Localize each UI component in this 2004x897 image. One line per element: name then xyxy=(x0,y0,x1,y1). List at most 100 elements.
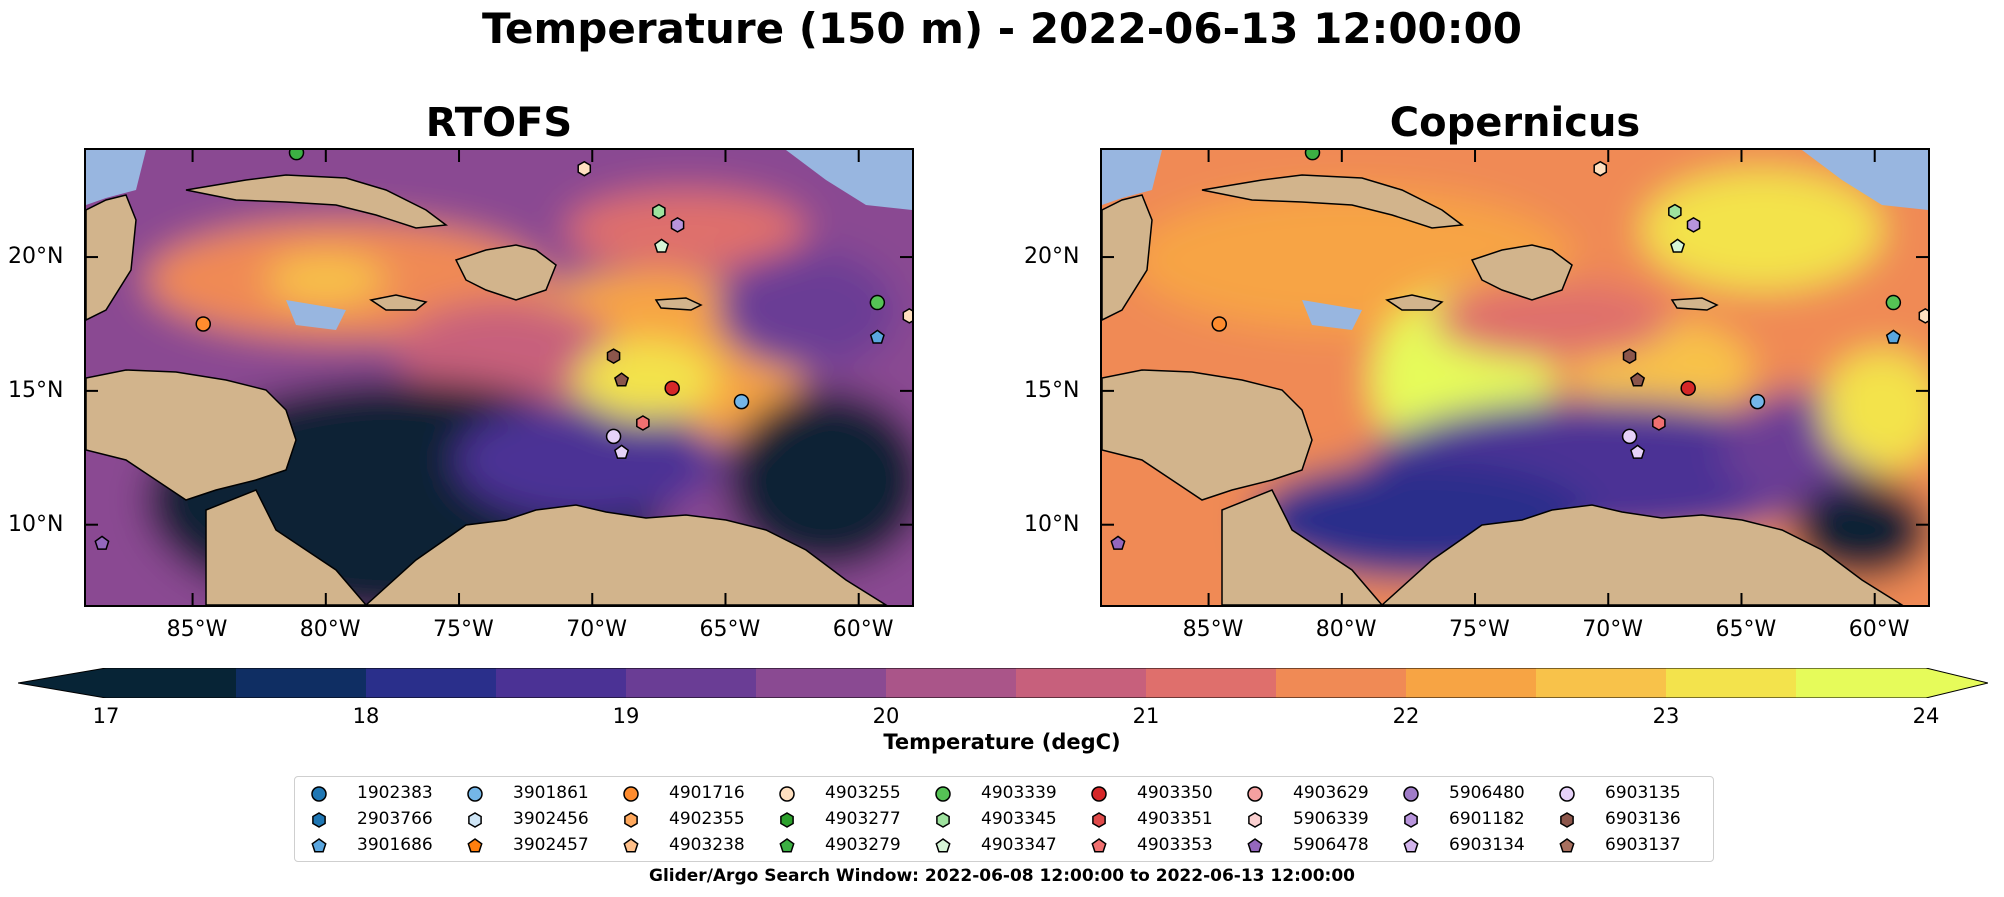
float-marker xyxy=(288,150,305,161)
lon-tick-label: 60°W xyxy=(1848,617,1910,642)
float-marker xyxy=(869,294,886,311)
float-marker xyxy=(869,329,885,344)
float-marker xyxy=(1630,372,1646,387)
legend-marker xyxy=(1248,812,1262,828)
legend-marker xyxy=(780,812,794,828)
colorbar-segment xyxy=(496,668,627,698)
legend-marker xyxy=(1404,812,1418,828)
legend-marker-icon xyxy=(468,812,482,828)
legend-marker xyxy=(936,812,950,828)
legend-marker-icon xyxy=(467,786,483,802)
lat-tick-label: 10°N xyxy=(1024,511,1080,537)
lon-tick-label: 85°W xyxy=(1182,617,1244,642)
map-rtofs xyxy=(84,148,914,607)
lat-tick-label: 15°N xyxy=(1024,377,1080,403)
float-marker xyxy=(1668,203,1682,220)
shallow-shelf xyxy=(1102,150,1928,330)
lon-tick-label: 75°W xyxy=(433,617,494,642)
grid-ticks xyxy=(86,150,912,605)
colorbar-tick-label: 21 xyxy=(1132,704,1160,728)
legend-marker-icon xyxy=(1559,838,1575,853)
legend-marker-icon xyxy=(623,838,639,853)
legend-marker-icon xyxy=(1248,812,1262,828)
map-copernicus xyxy=(1100,148,1930,607)
legend-marker-icon xyxy=(1559,786,1575,802)
legend-marker xyxy=(1559,838,1575,853)
legend-marker-icon xyxy=(1092,812,1106,828)
legend-marker xyxy=(1559,786,1575,802)
map-copernicus-canvas xyxy=(1102,150,1928,605)
float-marker xyxy=(614,444,630,459)
legend-marker xyxy=(467,786,483,802)
legend-marker-icon xyxy=(1091,838,1107,853)
legend-label: 4903345 xyxy=(981,809,1057,829)
float-marker xyxy=(1593,160,1608,177)
legend-marker-icon xyxy=(623,786,639,802)
colorbar-label: Temperature (degC) xyxy=(883,730,1121,754)
legend-marker-icon xyxy=(312,812,326,828)
colorbar-tick-label: 24 xyxy=(1912,704,1940,728)
colorbar-segment xyxy=(1406,668,1537,698)
grid-ticks xyxy=(1102,150,1928,605)
float-marker xyxy=(1918,308,1928,324)
lon-tick-label: 85°W xyxy=(166,617,228,642)
map-rtofs-canvas xyxy=(86,150,912,605)
float-marker xyxy=(1304,150,1321,161)
panel-title-copernicus: Copernicus xyxy=(1389,100,1641,146)
legend-marker xyxy=(312,812,326,828)
float-legend: 1902383 2903766 3901686 3901861 3902456 39024… xyxy=(294,776,1714,862)
legend-marker xyxy=(935,786,951,802)
lat-tick-label: 20°N xyxy=(1024,244,1080,270)
float-marker xyxy=(1621,428,1638,445)
legend-label: 4903350 xyxy=(1137,783,1213,803)
colorbar xyxy=(18,668,1988,698)
lon-tick-label: 60°W xyxy=(832,617,894,642)
float-marker xyxy=(614,372,630,387)
search-window-note: Glider/Argo Search Window: 2022-06-08 12… xyxy=(649,866,1355,886)
float-marker xyxy=(670,217,685,233)
legend-marker xyxy=(1247,786,1263,802)
figure-title: Temperature (150 m) - 2022-06-13 12:00:0… xyxy=(481,4,1523,53)
colorbar-segment xyxy=(1146,668,1277,698)
lon-tick-label: 70°W xyxy=(566,617,627,642)
legend-label: 4902355 xyxy=(669,809,745,829)
legend-marker xyxy=(1091,838,1107,853)
legend-marker-icon xyxy=(1247,786,1263,802)
legend-label: 4903629 xyxy=(1293,783,1369,803)
colorbar-extend-low xyxy=(18,668,106,698)
legend-marker xyxy=(468,812,482,828)
legend-marker xyxy=(1560,812,1574,828)
float-marker xyxy=(605,428,622,445)
colorbar-tick-label: 19 xyxy=(612,704,640,728)
float-marker xyxy=(1885,294,1902,311)
legend-marker-icon xyxy=(311,838,327,853)
lat-tick-label: 10°N xyxy=(8,511,64,537)
legend-marker xyxy=(311,838,327,853)
legend-label: 4901716 xyxy=(669,783,745,803)
colorbar-segment xyxy=(886,668,1017,698)
legend-label: 4903279 xyxy=(825,835,901,855)
legend-marker-icon xyxy=(936,812,950,828)
legend-marker xyxy=(1091,786,1107,802)
colorbar-segment xyxy=(756,668,887,698)
float-marker xyxy=(1686,217,1701,233)
lon-tick-label: 65°W xyxy=(1715,617,1777,642)
shallow-shelf xyxy=(86,150,912,330)
legend-label: 3902456 xyxy=(513,809,589,829)
colorbar-tick-label: 17 xyxy=(92,704,120,728)
colorbar-segment xyxy=(1666,668,1797,698)
colorbar-tick-label: 18 xyxy=(352,704,380,728)
colorbar-extend-high xyxy=(1926,668,1988,698)
legend-marker-icon xyxy=(1403,838,1419,853)
legend-marker-icon xyxy=(780,812,794,828)
float-marker xyxy=(664,380,680,396)
legend-marker-icon xyxy=(311,786,327,802)
legend-label: 6903137 xyxy=(1605,835,1681,855)
legend-marker-icon xyxy=(1560,812,1574,828)
colorbar-tick-label: 23 xyxy=(1652,704,1680,728)
legend-marker xyxy=(624,812,638,828)
lon-tick-label: 80°W xyxy=(1315,617,1377,642)
float-marker xyxy=(1622,348,1637,364)
lon-tick-label: 75°W xyxy=(1449,617,1510,642)
float-marker xyxy=(94,535,110,550)
